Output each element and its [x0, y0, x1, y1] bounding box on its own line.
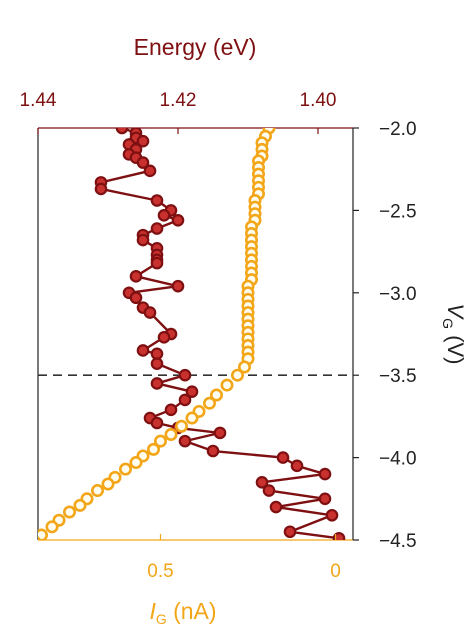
current-point — [185, 411, 199, 425]
energy-point — [115, 128, 129, 135]
energy-point — [164, 403, 178, 417]
current-point — [238, 360, 252, 374]
energy-point — [136, 233, 150, 247]
energy-point — [129, 270, 143, 283]
bottom-axis-title: IG (nA) — [149, 598, 216, 627]
right-tick-label: −4.0 — [379, 449, 417, 470]
series-layer — [38, 128, 346, 540]
energy-point — [318, 467, 332, 481]
current-point — [175, 419, 189, 433]
current-point — [38, 528, 48, 540]
energy-point — [178, 368, 192, 382]
energy-point — [332, 532, 346, 540]
energy-point — [150, 194, 164, 207]
energy-point — [171, 213, 185, 227]
energy-point — [150, 357, 164, 370]
energy-point — [129, 291, 143, 305]
energy-point — [157, 209, 171, 222]
energy-point — [171, 279, 185, 293]
current-point — [231, 368, 245, 382]
current-point — [119, 462, 133, 476]
right-tick-label: −3.5 — [379, 366, 417, 387]
current-point — [147, 442, 161, 456]
energy-point — [150, 256, 164, 270]
current-point — [203, 396, 217, 410]
energy-point — [318, 492, 332, 506]
right-axis-title: VG (V) — [440, 303, 468, 364]
energy-point — [325, 508, 339, 522]
energy-point — [143, 306, 157, 319]
energy-point — [94, 182, 108, 196]
energy-point — [255, 476, 269, 489]
energy-point — [136, 156, 150, 169]
energy-point — [150, 416, 164, 430]
right-tick-label: −4.5 — [379, 531, 417, 552]
current-point — [154, 434, 168, 448]
energy-point — [136, 344, 150, 357]
energy-point — [136, 134, 150, 148]
energy-series-line — [99, 128, 340, 540]
energy-point — [185, 385, 199, 398]
current-point — [38, 536, 41, 540]
bottom-tick-label: 0 — [330, 561, 341, 582]
current-point — [220, 378, 234, 392]
current-point — [210, 388, 224, 402]
ticks-layer: 1.44 1.42 1.40 0.5 0 −2.0 −2.5 −3.0 −3.5 −4.0 −4.5 — [20, 90, 417, 582]
energy-point — [283, 525, 297, 539]
top-axis-title: Energy (eV) — [134, 34, 257, 60]
energy-point — [178, 393, 192, 407]
energy-point — [262, 484, 276, 497]
bottom-tick-label: 0.5 — [147, 561, 173, 582]
current-point — [101, 477, 115, 491]
right-tick-label: −3.0 — [379, 284, 417, 305]
right-tick-label: −2.5 — [379, 201, 417, 222]
current-point — [45, 520, 59, 534]
right-tick-label: −2.0 — [379, 119, 417, 140]
energy-point — [206, 444, 220, 458]
energy-point — [143, 164, 157, 178]
energy-point — [276, 451, 290, 464]
current-point — [73, 498, 87, 512]
energy-point — [178, 434, 192, 448]
energy-point — [157, 330, 171, 344]
current-point — [91, 484, 105, 498]
energy-point — [269, 500, 283, 514]
current-point — [164, 428, 178, 442]
energy-point — [150, 222, 164, 235]
top-tick-label: 1.44 — [20, 90, 57, 111]
energy-point — [290, 459, 304, 473]
current-point — [63, 505, 77, 519]
current-point — [129, 456, 143, 470]
energy-point — [150, 377, 164, 390]
plot-frame — [37, 127, 354, 541]
top-tick-label: 1.40 — [300, 90, 337, 111]
top-tick-label: 1.42 — [160, 90, 197, 111]
energy-point — [213, 426, 227, 440]
